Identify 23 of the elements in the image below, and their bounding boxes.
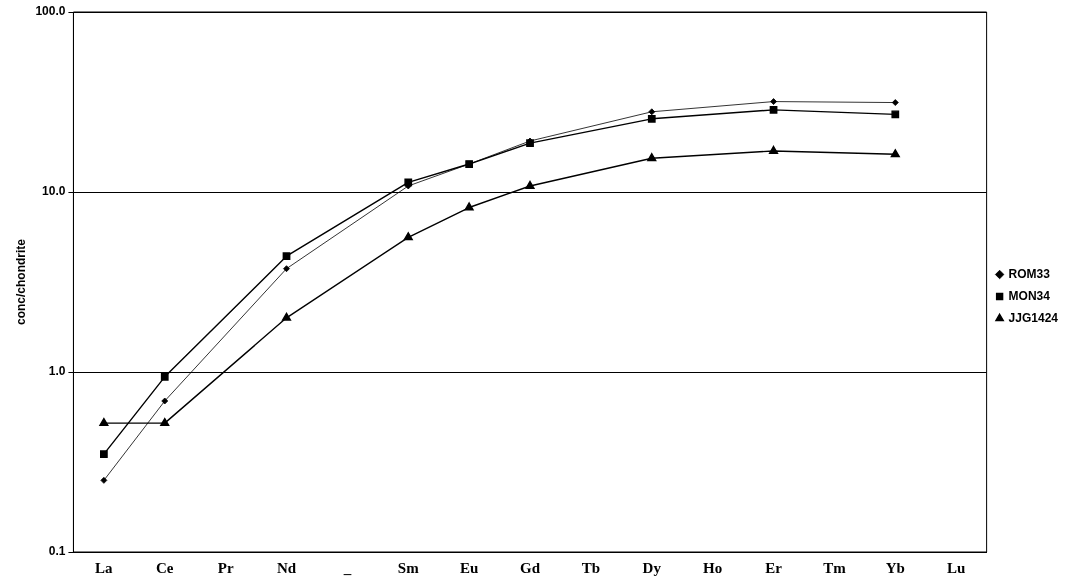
legend-label: JJG1424 [1008,310,1059,325]
y-tick-label: 1.0 [48,364,66,379]
x-tick-label: Sm [397,559,420,576]
legend-label: MON34 [1008,288,1051,303]
x-tick-label: Ho [703,559,723,576]
x-tick-label: Gd [520,559,541,576]
x-tick-label: La [95,559,114,576]
y-tick-label: 10.0 [42,184,66,199]
x-tick-label: _ [342,559,352,576]
x-tick-label: Tb [581,559,601,576]
x-tick-label: Lu [947,559,966,576]
x-tick-label: Ce [156,559,174,576]
y-tick-label: 100.0 [35,4,66,19]
legend-label: ROM33 [1008,266,1051,281]
x-tick-label: Tm [823,559,847,576]
x-tick-label: Dy [642,559,662,576]
x-tick-label: Nd [276,559,297,576]
y-tick-label: 0.1 [48,544,66,559]
x-tick-label: Pr [217,559,234,576]
x-tick-label: Eu [459,559,479,576]
x-tick-label: Yb [885,559,905,576]
x-tick-label: Er [765,559,783,576]
y-axis-title: conc/chondrite [13,238,28,326]
